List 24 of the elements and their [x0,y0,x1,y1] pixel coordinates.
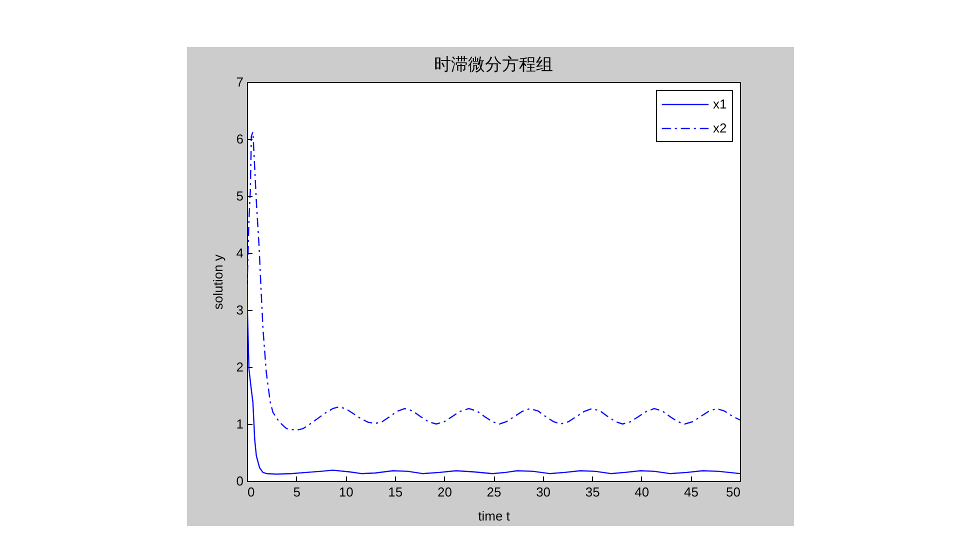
x-tick-label: 20 [437,484,452,500]
x-tick-label: 10 [338,484,354,500]
x-tick-label: 0 [248,484,255,500]
x-tick-label: 50 [726,484,740,500]
y-tick-label: 4 [236,246,244,260]
y-tick-label: 0 [236,474,244,488]
x-tick-label: 5 [293,484,300,500]
x-tick-label: 45 [684,484,698,500]
x-tick-label: 35 [585,484,600,500]
x-tick-label: 15 [388,484,403,500]
chart-title: 时滞微分方程组 [434,55,553,75]
x-tick-label: 40 [634,484,650,500]
y-tick-label: 7 [236,74,244,90]
x-axis-title: time t [478,508,510,524]
y-axis-title: solution y [210,254,226,310]
y-tick-label: 2 [236,360,244,374]
y-tick-label: 5 [236,188,244,204]
x-tick-label: 30 [536,484,551,500]
x-tick-label: 25 [486,484,502,500]
legend-label: x2 [713,120,727,136]
y-tick-label: 3 [236,302,244,318]
y-tick-label: 6 [236,132,244,146]
legend-label: x1 [713,96,727,112]
y-tick-label: 1 [236,416,244,432]
